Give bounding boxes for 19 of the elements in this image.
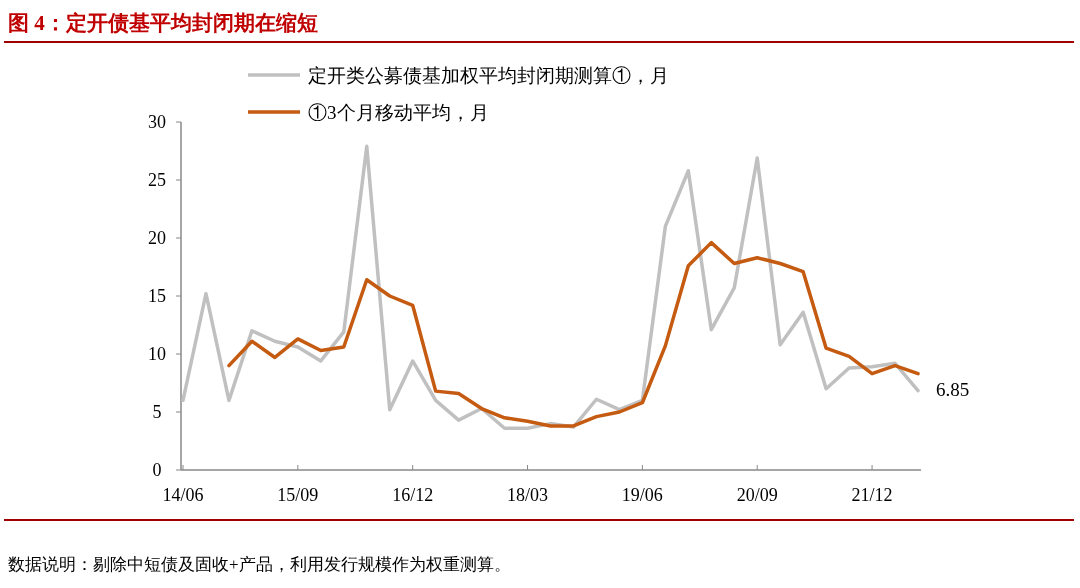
y-tick-label: 15 bbox=[148, 286, 166, 306]
legend-label: 定开类公募债基加权平均封闭期测算①，月 bbox=[308, 65, 669, 86]
x-tick-label: 16/12 bbox=[392, 485, 434, 505]
y-tick-label: 0 bbox=[152, 460, 162, 480]
y-tick-label: 10 bbox=[148, 344, 166, 364]
x-tick-label: 20/09 bbox=[736, 485, 778, 505]
text: 数据说明：剔除中短债及固收+产品，利用发行规模作为权重测算。 bbox=[8, 555, 511, 574]
y-tick-label: 30 bbox=[148, 112, 166, 132]
x-tick-label: 18/03 bbox=[507, 485, 549, 505]
x-tick-label: 14/06 bbox=[162, 485, 204, 505]
data-label: 6.85 bbox=[936, 378, 970, 400]
chart-title: 图 4：定开债基平均封闭期在缩短 bbox=[8, 11, 318, 35]
x-tick-label: 21/12 bbox=[851, 485, 893, 505]
y-tick-label: 20 bbox=[148, 228, 166, 248]
y-tick-label: 25 bbox=[148, 170, 166, 190]
y-tick-label: 5 bbox=[152, 402, 162, 422]
x-tick-label: 15/09 bbox=[277, 485, 319, 505]
legend-label: ①3个月移动平均，月 bbox=[308, 102, 489, 123]
x-tick-label: 19/06 bbox=[621, 485, 663, 505]
